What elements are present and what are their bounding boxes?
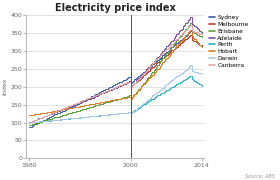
Darwin [134, 109, 137, 111]
Brisbane [104, 101, 107, 103]
Darwin [189, 64, 192, 67]
Darwin [91, 115, 94, 117]
Brisbane [189, 22, 192, 24]
Melbourne [104, 91, 107, 93]
Hobart [161, 61, 164, 63]
Sydney [104, 88, 107, 90]
Perth [200, 85, 204, 87]
Melbourne [91, 96, 94, 98]
Sydney [52, 114, 55, 116]
Perth [134, 109, 137, 111]
Line: Sydney: Sydney [29, 31, 202, 127]
Canberra [52, 111, 55, 113]
Sydney [200, 46, 204, 48]
Sydney [161, 54, 164, 57]
Perth [91, 115, 94, 117]
Darwin [200, 73, 204, 75]
Hobart [87, 103, 90, 105]
Hobart [189, 28, 192, 31]
Adelaide [134, 79, 137, 82]
Adelaide [161, 50, 164, 52]
Perth [161, 92, 164, 94]
Brisbane [27, 124, 31, 126]
Melbourne [134, 81, 137, 83]
Canberra [104, 90, 107, 92]
Y-axis label: Index: Index [3, 78, 8, 95]
Melbourne [27, 121, 31, 123]
Brisbane [52, 117, 55, 119]
Legend: Sydney, Melbourne, Brisbane, Adelaide, Perth, Hobart, Darwin, Canberra: Sydney, Melbourne, Brisbane, Adelaide, P… [209, 15, 249, 68]
Sydney [27, 126, 31, 128]
Sydney [87, 97, 90, 99]
Hobart [104, 100, 107, 102]
Melbourne [189, 33, 192, 36]
Perth [52, 119, 55, 121]
Darwin [52, 119, 55, 121]
Canberra [200, 34, 204, 36]
Sydney [91, 95, 94, 97]
Line: Adelaide: Adelaide [29, 17, 202, 123]
Hobart [134, 92, 137, 94]
Brisbane [87, 106, 90, 108]
Adelaide [52, 112, 55, 114]
Canberra [91, 95, 94, 97]
Line: Canberra: Canberra [29, 25, 202, 122]
Adelaide [200, 31, 204, 34]
Adelaide [27, 122, 31, 124]
Line: Melbourne: Melbourne [29, 35, 202, 122]
Melbourne [52, 112, 55, 114]
Line: Brisbane: Brisbane [29, 23, 202, 125]
Text: Source: ABS: Source: ABS [244, 174, 274, 179]
Canberra [161, 51, 164, 54]
Darwin [104, 114, 107, 116]
Canberra [27, 121, 31, 123]
Sydney [189, 30, 192, 32]
Adelaide [189, 15, 192, 18]
Sydney [134, 77, 137, 79]
Adelaide [87, 98, 90, 100]
Darwin [161, 86, 164, 89]
Brisbane [91, 105, 94, 107]
Canberra [87, 97, 90, 99]
Perth [27, 122, 31, 124]
Brisbane [161, 57, 164, 59]
Perth [189, 75, 192, 77]
Darwin [27, 122, 31, 124]
Darwin [87, 115, 90, 118]
Canberra [189, 24, 192, 26]
Perth [87, 115, 90, 118]
Melbourne [200, 45, 204, 47]
Hobart [52, 110, 55, 112]
Melbourne [161, 57, 164, 60]
Line: Perth: Perth [29, 76, 202, 123]
Adelaide [104, 91, 107, 93]
Hobart [91, 103, 94, 105]
Brisbane [134, 91, 137, 93]
Perth [104, 114, 107, 116]
Melbourne [87, 97, 90, 100]
Hobart [27, 114, 31, 116]
Line: Darwin: Darwin [29, 66, 202, 123]
Line: Hobart: Hobart [29, 30, 202, 115]
Canberra [134, 80, 137, 82]
Brisbane [200, 36, 204, 38]
Adelaide [91, 96, 94, 99]
Hobart [200, 46, 204, 49]
Title: Electricity price index: Electricity price index [55, 3, 176, 13]
